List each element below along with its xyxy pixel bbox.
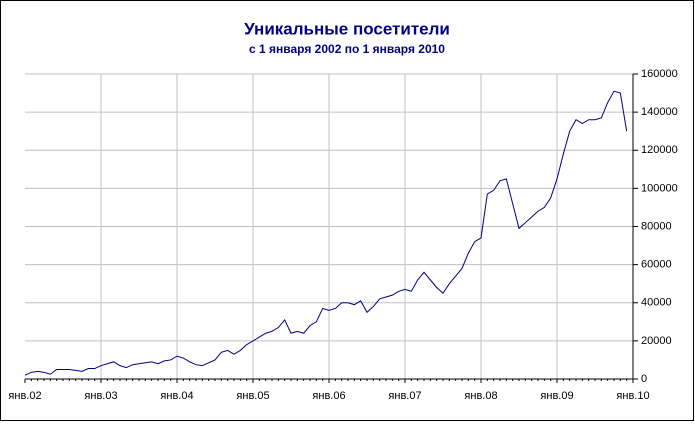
x-tick-label: янв.02 — [8, 390, 41, 402]
x-tick-label: янв.08 — [464, 390, 497, 402]
y-tick-label: 0 — [641, 373, 647, 385]
y-tick-label: 20000 — [641, 335, 672, 347]
y-tick-label: 120000 — [641, 144, 678, 156]
y-tick-label: 100000 — [641, 182, 678, 194]
y-tick-label: 40000 — [641, 297, 672, 309]
y-tick-label: 80000 — [641, 220, 672, 232]
x-tick-label: янв.07 — [388, 390, 421, 402]
x-tick-label: янв.05 — [236, 390, 269, 402]
x-tick-label: янв.09 — [540, 390, 573, 402]
x-tick-label: янв.10 — [616, 390, 649, 402]
chart-subtitle: с 1 января 2002 по 1 января 2010 — [249, 42, 445, 56]
x-tick-label: янв.06 — [312, 390, 345, 402]
y-tick-label: 60000 — [641, 259, 672, 271]
y-tick-label: 140000 — [641, 106, 678, 118]
x-tick-label: янв.03 — [84, 390, 117, 402]
line-series — [24, 90, 628, 376]
chart-title: Уникальные посетители — [244, 19, 450, 38]
y-tick-label: 160000 — [641, 68, 678, 80]
x-tick-label: янв.04 — [160, 390, 193, 402]
